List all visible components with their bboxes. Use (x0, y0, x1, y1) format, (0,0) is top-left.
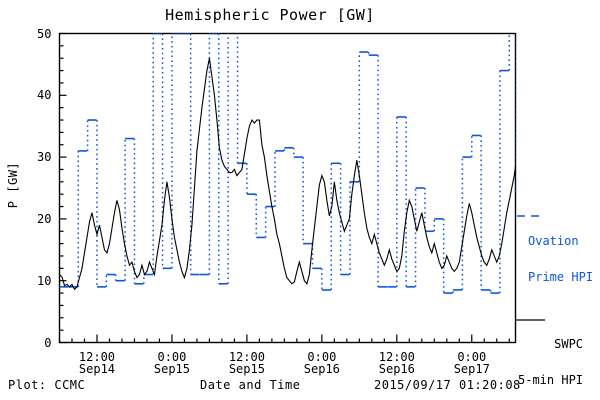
legend-swpc-line2: 5-min HPI (518, 373, 584, 387)
legend-ovation-line2: Prime HPI (528, 270, 594, 284)
y-tick-label: 20 (37, 211, 52, 226)
x-tick-time: 0:00 (307, 349, 337, 364)
x-tick-date: Sep17 (453, 361, 490, 376)
timestamp: 2015/09/17 01:20:08 (374, 378, 521, 392)
x-tick-time: 12:00 (378, 349, 415, 364)
y-axis-ticks (59, 32, 67, 344)
legend-ovation-line1: Ovation (528, 234, 579, 248)
y-tick-label: 30 (37, 150, 52, 165)
legend-swpc-line1: SWPC (554, 337, 584, 351)
x-tick-time: 12:00 (228, 349, 265, 364)
x-tick-label: 0:00 Sep17 (427, 351, 517, 375)
legend-markers (516, 215, 545, 321)
x-axis-ticks (58, 334, 510, 343)
y-tick-label: 10 (37, 273, 52, 288)
y-tick-label: 50 (37, 26, 52, 41)
plot-credit: Plot: CCMC (8, 378, 86, 392)
x-tick-label: 12:00 Sep15 (202, 351, 292, 375)
x-tick-date: Sep16 (303, 361, 340, 376)
y-tick-label: 0 (44, 335, 52, 350)
plot-border (58, 32, 517, 344)
x-tick-time: 0:00 (157, 349, 187, 364)
x-tick-time: 12:00 (78, 349, 116, 364)
series-ovation-prime-hpi (59, 33, 516, 294)
legend-swpc-5min-hpi: SWPC 5-min HPI (518, 314, 583, 400)
x-axis-label: Date and Time (200, 378, 301, 392)
page-title: Hemispheric Power [GW] (165, 6, 375, 24)
x-tick-date: Sep15 (228, 361, 265, 376)
x-tick-date: Sep14 (78, 361, 116, 376)
y-tick-label: 40 (37, 88, 52, 103)
x-tick-date: Sep15 (153, 361, 190, 376)
legend-ovation-prime-hpi: Ovation Prime HPI (528, 211, 593, 307)
x-tick-label: 12:00 Sep14 (52, 351, 142, 375)
x-tick-label: 0:00 Sep15 (127, 351, 217, 375)
x-tick-date: Sep16 (378, 361, 415, 376)
axes-frame (58, 32, 517, 344)
x-tick-time: 0:00 (457, 349, 487, 364)
swpc-line-path (59, 58, 516, 291)
series-swpc-5min-hpi (59, 58, 516, 291)
x-tick-label: 12:00 Sep16 (352, 351, 442, 375)
x-tick-label: 0:00 Sep16 (277, 351, 367, 375)
